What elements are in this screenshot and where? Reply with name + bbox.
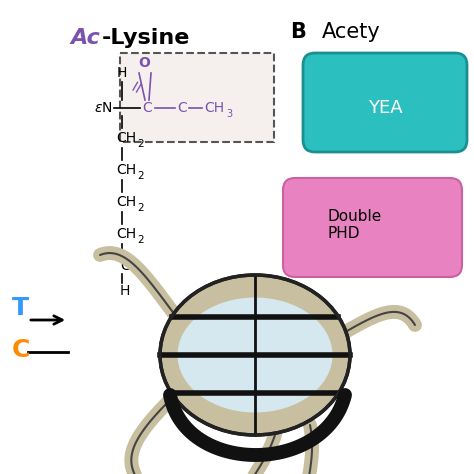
Text: H: H — [120, 284, 130, 298]
Text: Double
PHD: Double PHD — [328, 209, 382, 241]
Text: C: C — [12, 338, 30, 362]
Text: YEA: YEA — [368, 99, 402, 117]
Text: C: C — [177, 101, 187, 115]
FancyBboxPatch shape — [303, 53, 467, 152]
Text: H: H — [117, 66, 127, 80]
Text: CH: CH — [116, 195, 136, 209]
Text: CH: CH — [116, 163, 136, 177]
Text: -Lysine: -Lysine — [102, 28, 191, 48]
Text: C: C — [120, 259, 130, 273]
Text: Acety: Acety — [322, 22, 381, 42]
Text: 3: 3 — [226, 109, 232, 119]
FancyBboxPatch shape — [120, 53, 274, 142]
Text: $\varepsilon$N: $\varepsilon$N — [93, 101, 112, 115]
Text: 2: 2 — [137, 171, 144, 181]
Text: 2: 2 — [137, 235, 144, 245]
Text: O: O — [138, 56, 150, 70]
Text: CH: CH — [116, 131, 136, 145]
FancyBboxPatch shape — [283, 178, 462, 277]
Text: 2: 2 — [137, 139, 144, 149]
Ellipse shape — [160, 275, 350, 435]
Text: T: T — [12, 296, 29, 320]
Text: CH: CH — [204, 101, 224, 115]
Text: B: B — [290, 22, 306, 42]
Text: C: C — [142, 101, 152, 115]
Text: 2: 2 — [137, 203, 144, 213]
Text: =: = — [126, 75, 148, 97]
Text: CH: CH — [116, 227, 136, 241]
Text: Ac: Ac — [70, 28, 100, 48]
Ellipse shape — [177, 298, 332, 412]
